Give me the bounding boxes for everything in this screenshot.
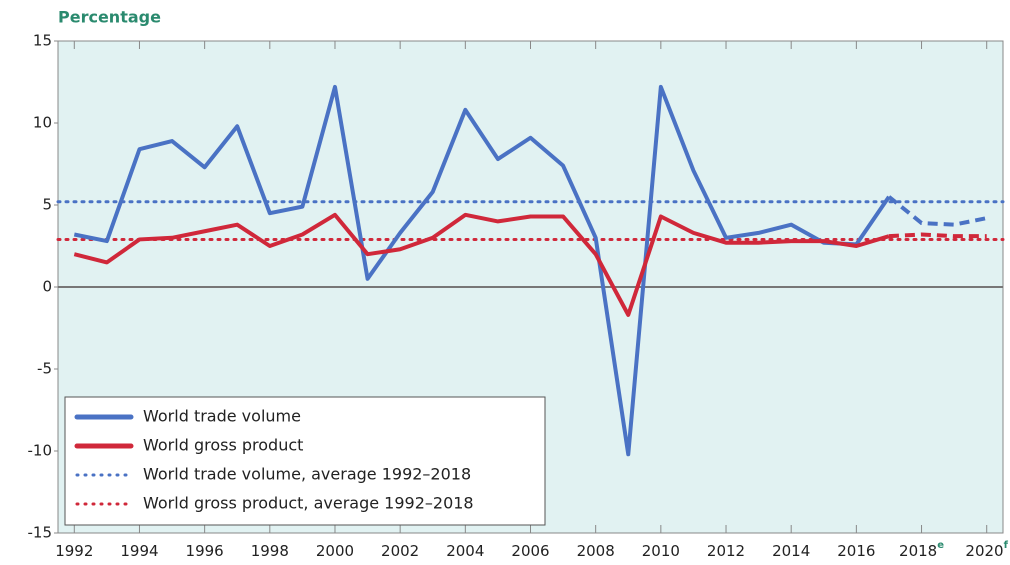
series-line: [73, 212, 890, 317]
x-tick-text: 2012: [707, 542, 745, 560]
series-line: [73, 84, 891, 457]
legend-label: World gross product: [143, 436, 303, 455]
y-tick-label: 0: [42, 278, 52, 296]
x-tick-label: 1998: [251, 542, 289, 560]
x-tick-label: 2020f: [965, 540, 1008, 560]
x-tick-text: 2004: [446, 542, 484, 560]
x-tick-text: 2008: [577, 542, 615, 560]
legend-label: World trade volume: [143, 407, 301, 426]
legend-label: World trade volume, average 1992–2018: [143, 465, 471, 484]
x-tick-text: 1998: [251, 542, 289, 560]
y-tick-label: 15: [33, 32, 52, 50]
x-tick-text: 2000: [316, 542, 354, 560]
x-tick-text: 1996: [186, 542, 224, 560]
y-tick-label: -15: [28, 524, 53, 542]
x-tick-note: f: [1004, 540, 1009, 551]
x-tick-text: 2020: [965, 542, 1003, 560]
x-tick-label: 2006: [511, 542, 549, 560]
series-line-projected: [887, 195, 988, 227]
x-tick-text: 2014: [772, 542, 810, 560]
x-tick-label: 2016: [837, 542, 875, 560]
y-tick-label: 5: [42, 196, 52, 214]
x-tick-text: 2018: [899, 542, 937, 560]
x-tick-note: e: [937, 540, 944, 551]
series-line-projected: [888, 232, 987, 239]
legend-label: World gross product, average 1992–2018: [143, 494, 474, 513]
x-tick-label: 2000: [316, 542, 354, 560]
x-tick-label: 2002: [381, 542, 419, 560]
x-tick-label: 1994: [120, 542, 158, 560]
chart-title: Percentage: [58, 8, 161, 27]
x-tick-text: 2006: [511, 542, 549, 560]
x-tick-text: 1992: [55, 542, 93, 560]
x-tick-text: 1994: [120, 542, 158, 560]
x-tick-label: 2010: [642, 542, 680, 560]
x-tick-text: 2016: [837, 542, 875, 560]
x-tick-label: 2012: [707, 542, 745, 560]
x-tick-label: 2018e: [899, 540, 944, 560]
x-tick-label: 2004: [446, 542, 484, 560]
x-tick-text: 2010: [642, 542, 680, 560]
y-tick-label: -5: [37, 360, 52, 378]
x-tick-label: 1992: [55, 542, 93, 560]
x-tick-label: 1996: [186, 542, 224, 560]
legend-box: [64, 396, 546, 526]
x-tick-text: 2002: [381, 542, 419, 560]
y-tick-label: 10: [33, 114, 52, 132]
y-tick-label: -10: [28, 442, 53, 460]
x-tick-label: 2008: [577, 542, 615, 560]
x-tick-label: 2014: [772, 542, 810, 560]
